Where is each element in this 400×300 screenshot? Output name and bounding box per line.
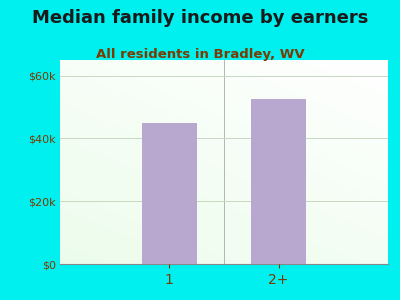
Text: All residents in Bradley, WV: All residents in Bradley, WV xyxy=(96,48,304,61)
Bar xyxy=(142,123,197,264)
Text: Median family income by earners: Median family income by earners xyxy=(32,9,368,27)
Bar xyxy=(251,99,306,264)
